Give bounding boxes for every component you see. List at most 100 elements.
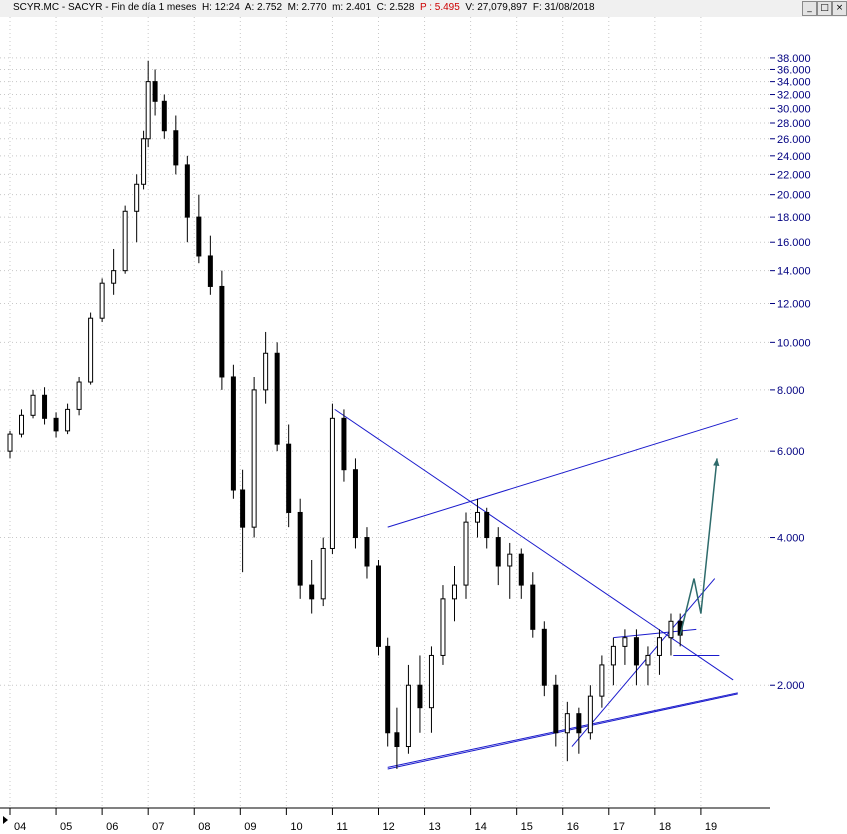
candle-body [463, 521, 469, 586]
trendline [387, 693, 738, 770]
window-titlebar: SCYR.MC - SACYR - Fin de día 1 meses H: … [0, 0, 847, 18]
candle-body [173, 130, 179, 166]
candle-body [219, 285, 225, 378]
x-tick-label: 17 [613, 821, 625, 833]
candle-body [576, 713, 582, 734]
candle-body [161, 100, 167, 132]
candle-body [251, 389, 257, 528]
candle-body [394, 732, 400, 748]
candle-body [19, 414, 25, 435]
candle-body [484, 511, 490, 539]
candle-body [286, 443, 292, 513]
x-tick-label: 10 [290, 821, 302, 833]
arrowhead-icon [713, 458, 720, 467]
candle-body [134, 183, 140, 212]
title-high: H: 12:24 [201, 2, 240, 13]
title-max: M: 2.770 [287, 2, 327, 13]
candle-body [518, 553, 524, 586]
candle-body [507, 553, 513, 567]
candle-body [553, 684, 559, 734]
candle-body [428, 654, 434, 709]
candle-body [341, 417, 347, 471]
candle-body [440, 598, 446, 656]
candle-body [7, 433, 13, 452]
candle-body [375, 565, 381, 647]
candle-body [145, 81, 151, 140]
title-close-value: C: 2.528 [376, 2, 415, 13]
candle-body [668, 620, 674, 639]
x-axis: 04 05 06 07 08 09 10 11 12 13 14 15 16 17 18 19 [9, 808, 717, 833]
close-button[interactable]: × [832, 1, 847, 16]
x-tick-label: 04 [14, 821, 26, 833]
trendline [571, 578, 716, 747]
x-tick-label: 19 [705, 821, 717, 833]
projection-arrow [679, 458, 720, 636]
x-tick-label: 15 [521, 821, 533, 833]
y-tick-label: 30.000 [777, 103, 811, 115]
y-tick-label: 8.000 [777, 385, 805, 397]
candle-body [564, 713, 570, 734]
y-tick-label: 20.000 [777, 190, 811, 202]
x-tick-label: 12 [382, 821, 394, 833]
title-p-value: P : 5.495 [419, 2, 460, 13]
maximize-button[interactable]: □ [817, 1, 832, 16]
y-tick-label: 34.000 [777, 77, 811, 89]
candle-body [76, 381, 82, 410]
y-tick-label: 36.000 [777, 64, 811, 76]
y-tick-label: 28.000 [777, 118, 811, 130]
candles [7, 60, 683, 769]
candle-body [53, 417, 59, 432]
candle-body [530, 584, 536, 630]
y-tick-label: 22.000 [777, 169, 811, 181]
title-open: A: 2.752 [244, 2, 283, 13]
candle-body [207, 255, 213, 287]
candle-body [320, 547, 326, 600]
candle-body [645, 654, 651, 666]
candle-body [364, 537, 370, 567]
y-tick-label: 10.000 [777, 337, 811, 349]
candle-body [352, 469, 358, 539]
x-tick-label: 16 [567, 821, 579, 833]
y-tick-label: 24.000 [777, 151, 811, 163]
title-volume: V: 27,079,897 [465, 2, 528, 13]
candle-body [599, 664, 605, 697]
x-tick-label: 11 [336, 821, 347, 833]
window-title: SCYR.MC - SACYR - Fin de día 1 meses H: … [13, 2, 595, 13]
candle-body [230, 376, 236, 491]
y-tick-label: 38.000 [777, 53, 811, 65]
projection-path [679, 458, 718, 636]
y-tick-label: 4.000 [777, 533, 805, 545]
y-tick-label: 16.000 [777, 237, 811, 249]
x-tick-label: 06 [106, 821, 118, 833]
candle-body [111, 270, 117, 284]
y-tick-label: 32.000 [777, 90, 811, 102]
candle-body [541, 628, 547, 686]
candle-body [274, 352, 280, 445]
candle-body [263, 352, 269, 391]
candle-body [587, 695, 593, 734]
title-min: m: 2.401 [332, 2, 372, 13]
y-tick-label: 12.000 [777, 298, 811, 310]
candle-body [152, 81, 158, 102]
trendline [387, 417, 738, 528]
x-tick-label: 05 [60, 821, 72, 833]
title-date: F: 31/08/2018 [532, 2, 595, 13]
x-tick-label: 18 [659, 821, 671, 833]
y-tick-label: 6.000 [777, 446, 805, 458]
candle-body [610, 645, 616, 666]
y-tick-label: 14.000 [777, 266, 811, 278]
candle-body [622, 637, 628, 647]
candle-body [495, 537, 501, 567]
chart-grid [0, 17, 770, 808]
x-tick-label: 13 [429, 821, 441, 833]
scroll-left-icon[interactable] [3, 816, 8, 824]
trendlines [334, 408, 738, 770]
x-tick-label: 08 [198, 821, 210, 833]
candle-body [309, 584, 315, 600]
y-tick-label: 18.000 [777, 212, 811, 224]
trendline [387, 692, 738, 768]
minimize-button[interactable]: _ [802, 1, 817, 16]
candle-body [417, 684, 423, 709]
candle-body [633, 637, 639, 666]
